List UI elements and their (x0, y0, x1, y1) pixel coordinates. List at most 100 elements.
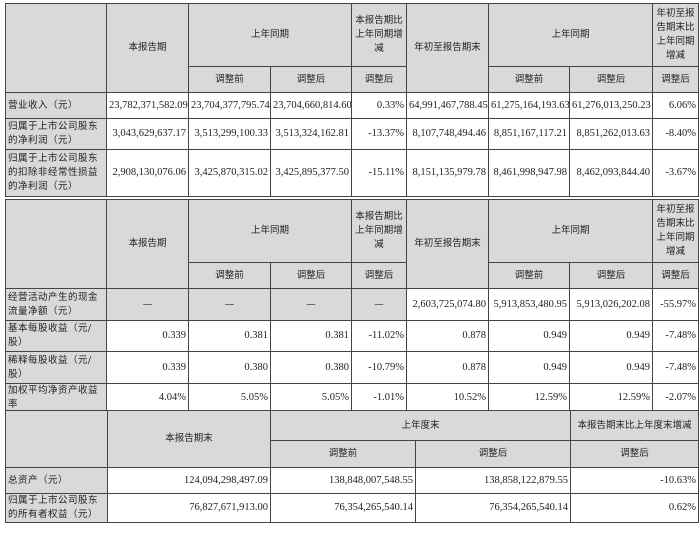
value-cell: 3,425,870,315.02 (188, 149, 271, 197)
header-current-end: 本报告期末 (107, 410, 271, 468)
header-before: 调整前 (270, 440, 416, 468)
header-ytd-change: 年初至报告期末比上年同期增减 (652, 199, 700, 263)
value-cell: 3,043,629,637.17 (106, 118, 189, 150)
row-label: 总资产（元） (5, 467, 108, 494)
header-after: 调整后 (269, 66, 353, 93)
value-cell: 2,603,725,074.80 (406, 288, 490, 321)
row-label: 营业收入（元） (5, 92, 107, 119)
value-cell: 0.878 (406, 351, 490, 384)
value-cell: 0.339 (106, 351, 189, 384)
corner-cell (5, 199, 107, 289)
table-row: 营业收入（元） 23,782,371,582.09 23,704,377,795.7… (5, 92, 700, 119)
header-after: 调整后 (351, 66, 408, 93)
value-cell: -8.40% (652, 118, 700, 150)
quarterly-results-table: 本报告期 上年同期 本报告期比上年同期增减 年初至报告期末 上年同期 年初至报告… (5, 3, 700, 197)
value-cell: 61,275,164,193.63 (488, 92, 571, 119)
value-cell: 3,513,299,100.33 (188, 118, 271, 150)
header-after: 调整后 (652, 66, 700, 93)
value-cell: 0.62% (570, 493, 700, 523)
balance-sheet-table: 本报告期末 上年度末 本报告期末比上年度末增减 调整前 调整后 调整后 总资产（… (5, 410, 700, 523)
value-cell: -13.37% (351, 118, 408, 150)
value-cell: -2.07% (652, 383, 700, 413)
header-after: 调整后 (569, 66, 654, 93)
value-cell: 0.949 (488, 351, 571, 384)
corner-cell (5, 3, 107, 93)
value-cell: 12.59% (569, 383, 654, 413)
value-cell: — (188, 288, 271, 321)
value-cell: — (106, 288, 189, 321)
value-cell: 5.05% (269, 383, 353, 413)
header-ytd: 年初至报告期末 (406, 199, 490, 289)
header-current: 本报告期 (106, 199, 189, 289)
value-cell: 0.949 (488, 320, 571, 352)
header-change: 本报告期末比上年度末增减 (570, 410, 700, 441)
value-cell: 0.380 (269, 351, 353, 384)
value-cell: 8,151,135,979.78 (406, 149, 490, 197)
header-change-after: 调整后 (570, 440, 700, 468)
value-cell: 0.878 (406, 320, 490, 352)
header-ytd: 年初至报告期末 (406, 3, 490, 93)
row-label: 归属于上市公司股东的扣除非经常性损益的净利润（元） (5, 149, 107, 197)
header-after: 调整后 (414, 440, 572, 468)
header-current: 本报告期 (106, 3, 189, 93)
value-cell: 76,827,671,913.00 (107, 493, 271, 523)
value-cell: 76,354,265,540.14 (414, 493, 572, 523)
value-cell: 10.52% (406, 383, 490, 413)
value-cell: 8,461,998,947.98 (488, 149, 571, 197)
value-cell: 5,913,853,480.95 (488, 288, 571, 321)
value-cell: 0.949 (569, 320, 654, 352)
value-cell: 23,704,660,814.60 (269, 92, 353, 119)
value-cell: -1.01% (351, 383, 408, 413)
corner-cell (5, 410, 108, 468)
value-cell: 23,704,377,795.74 (188, 92, 271, 119)
row-label: 基本每股收益（元/股） (5, 320, 107, 352)
table-row: 总资产（元） 124,094,298,497.09 138,848,007,548.… (5, 467, 700, 494)
value-cell: 8,851,262,013.63 (569, 118, 654, 150)
value-cell: 6.06% (652, 92, 700, 119)
header-after: 调整后 (269, 262, 353, 289)
header-prior-year-end: 上年度末 (269, 410, 572, 441)
row-label: 归属于上市公司股东的净利润（元） (5, 118, 107, 150)
header-after: 调整后 (351, 262, 408, 289)
value-cell: 0.949 (569, 351, 654, 384)
value-cell: 61,276,013,250.23 (569, 92, 654, 119)
value-cell: 12.59% (488, 383, 571, 413)
value-cell: 0.339 (106, 320, 189, 352)
header-prior: 上年同期 (187, 3, 353, 67)
header-prior: 上年同期 (187, 199, 353, 263)
table-row: 归属于上市公司股东的所有者权益（元） 76,827,671,913.00 76,35… (5, 493, 700, 523)
value-cell: 124,094,298,497.09 (107, 467, 271, 494)
value-cell: 5.05% (188, 383, 271, 413)
table-row: 稀释每股收益（元/股） 0.339 0.380 0.380 -10.79% 0.878 0.… (5, 351, 700, 384)
value-cell: 76,354,265,540.14 (270, 493, 416, 523)
value-cell: 138,848,007,548.55 (270, 467, 416, 494)
header-after: 调整后 (652, 262, 700, 289)
header-before: 调整前 (488, 262, 571, 289)
value-cell: -55.97% (652, 288, 700, 321)
value-cell: 8,851,167,117.21 (488, 118, 571, 150)
header-prior-ytd: 上年同期 (488, 3, 654, 67)
value-cell: -3.67% (652, 149, 700, 197)
value-cell: 64,991,467,788.45 (406, 92, 490, 119)
header-ytd-change: 年初至报告期末比上年同期增减 (652, 3, 700, 67)
value-cell: 0.380 (188, 351, 271, 384)
table-row: 经营活动产生的现金流量净额（元） — — — —2,603,725,074.80 5,91… (5, 288, 700, 321)
value-cell: 5,913,026,202.08 (569, 288, 654, 321)
header-before: 调整前 (488, 66, 571, 93)
value-cell: 4.04% (106, 383, 189, 413)
header-before: 调整前 (188, 262, 271, 289)
table-row: 归属于上市公司股东的净利润（元） 3,043,629,637.17 3,513,29… (5, 118, 700, 150)
header-after: 调整后 (569, 262, 654, 289)
row-label: 归属于上市公司股东的所有者权益（元） (5, 493, 108, 523)
table-row: 归属于上市公司股东的扣除非经常性损益的净利润（元） 2,908,130,076.0… (5, 149, 700, 197)
header-change: 本报告期比上年同期增减 (351, 199, 408, 263)
value-cell: 2,908,130,076.06 (106, 149, 189, 197)
value-cell: -15.11% (351, 149, 408, 197)
header-prior-ytd: 上年同期 (488, 199, 654, 263)
table-row: 基本每股收益（元/股） 0.339 0.381 0.381 -11.02% 0.878 0.… (5, 320, 700, 352)
header-before: 调整前 (188, 66, 271, 93)
value-cell: 8,107,748,494.46 (406, 118, 490, 150)
row-label: 加权平均净资产收益率 (5, 383, 107, 413)
value-cell: -11.02% (351, 320, 408, 352)
value-cell: 0.33% (351, 92, 408, 119)
